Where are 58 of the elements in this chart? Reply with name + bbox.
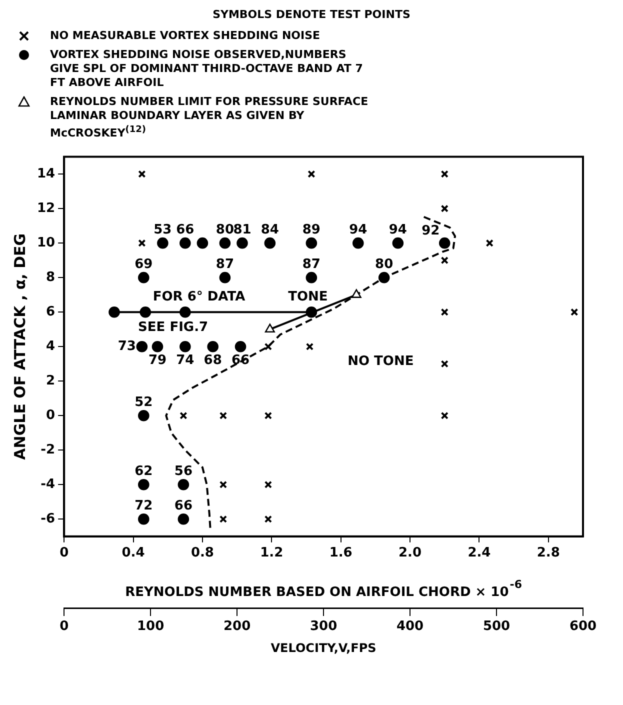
annotation: 94 <box>388 222 407 238</box>
x2-tick-label: 100 <box>137 618 164 634</box>
annotation: 73 <box>118 338 136 354</box>
y-tick-label: 8 <box>46 270 56 285</box>
y-tick-label: 2 <box>46 373 56 388</box>
y-tick-label: 10 <box>36 235 56 250</box>
x-tick-label: 2.0 <box>398 545 422 560</box>
annotation: 80 <box>375 256 394 272</box>
annotation: NO TONE <box>348 354 414 369</box>
annotation: 81 <box>233 222 252 238</box>
x-tick-label: 2.4 <box>468 545 491 560</box>
annotation: 74 <box>176 352 194 368</box>
legend-label: NO MEASURABLE VORTEX SHEDDING NOISE <box>50 29 322 43</box>
y-tick-label: 4 <box>46 338 56 354</box>
annotation: SEE FIG.7 <box>138 320 208 335</box>
annotation: 94 <box>349 222 368 238</box>
x2-tick-label: 600 <box>569 618 597 634</box>
y-tick-label: -6 <box>40 511 56 526</box>
x2-tick-label: 0 <box>60 618 69 634</box>
annotation: 84 <box>260 222 279 238</box>
x-tick-label: 0 <box>60 545 69 560</box>
annotation: 69 <box>134 256 153 272</box>
annotation: 68 <box>204 352 222 368</box>
x2-tick-label: 300 <box>310 618 338 634</box>
legend-label: REYNOLDS NUMBER LIMIT FOR PRESSURE SURFACE LAMINAR BOUNDARY LAYER AS GIVEN BY McCROSKEY$^{(12)}$ <box>50 95 370 141</box>
x-tick-label: 0.8 <box>190 545 214 560</box>
annotation: 79 <box>148 352 167 368</box>
annotation: 53 <box>154 222 172 238</box>
annotation: 80 <box>216 222 234 238</box>
annotation: 87 <box>216 256 234 272</box>
annotation: 52 <box>134 394 153 410</box>
y-tick-label: 14 <box>36 166 56 182</box>
annotation: FOR 6° DATA <box>152 289 246 304</box>
annotation: 72 <box>134 498 153 514</box>
annotation: 89 <box>302 222 320 238</box>
x2-tick-label: 200 <box>223 618 251 634</box>
legend-label: VORTEX SHEDDING NOISE OBSERVED,NUMBERS GIVE SPL OF DOMINANT THIRD-OCTAVE BAND AT 7 FT ABOVE AIRFOIL <box>50 48 364 90</box>
y-tick-label: 6 <box>46 304 56 320</box>
annotation: 87 <box>302 256 320 272</box>
x-tick-label: 2.8 <box>536 545 560 560</box>
y-axis-title: ANGLE OF ATTACK , α, DEG <box>10 233 29 460</box>
annotation: 92 <box>422 223 440 238</box>
chart-title: SYMBOLS DENOTE TEST POINTS <box>212 7 412 23</box>
annotation: 56 <box>174 464 192 479</box>
x2-tick-label: 400 <box>396 618 424 634</box>
annotation: TONE <box>288 289 328 304</box>
y-tick-label: 12 <box>36 200 56 216</box>
annotation: 62 <box>134 464 153 479</box>
annotation: 66 <box>174 498 192 514</box>
x-tick-label: 0.4 <box>122 545 145 560</box>
annotation: 66 <box>176 222 194 238</box>
y-tick-label: -4 <box>40 476 56 492</box>
y-tick-label: -2 <box>40 442 56 458</box>
x2-tick-label: 500 <box>482 618 510 634</box>
x2-axis-title: VELOCITY,V,FPS <box>270 640 376 655</box>
x-tick-label: 1.2 <box>260 545 284 560</box>
y-tick-label: 0 <box>46 408 56 423</box>
x-tick-label: 1.6 <box>329 545 352 560</box>
